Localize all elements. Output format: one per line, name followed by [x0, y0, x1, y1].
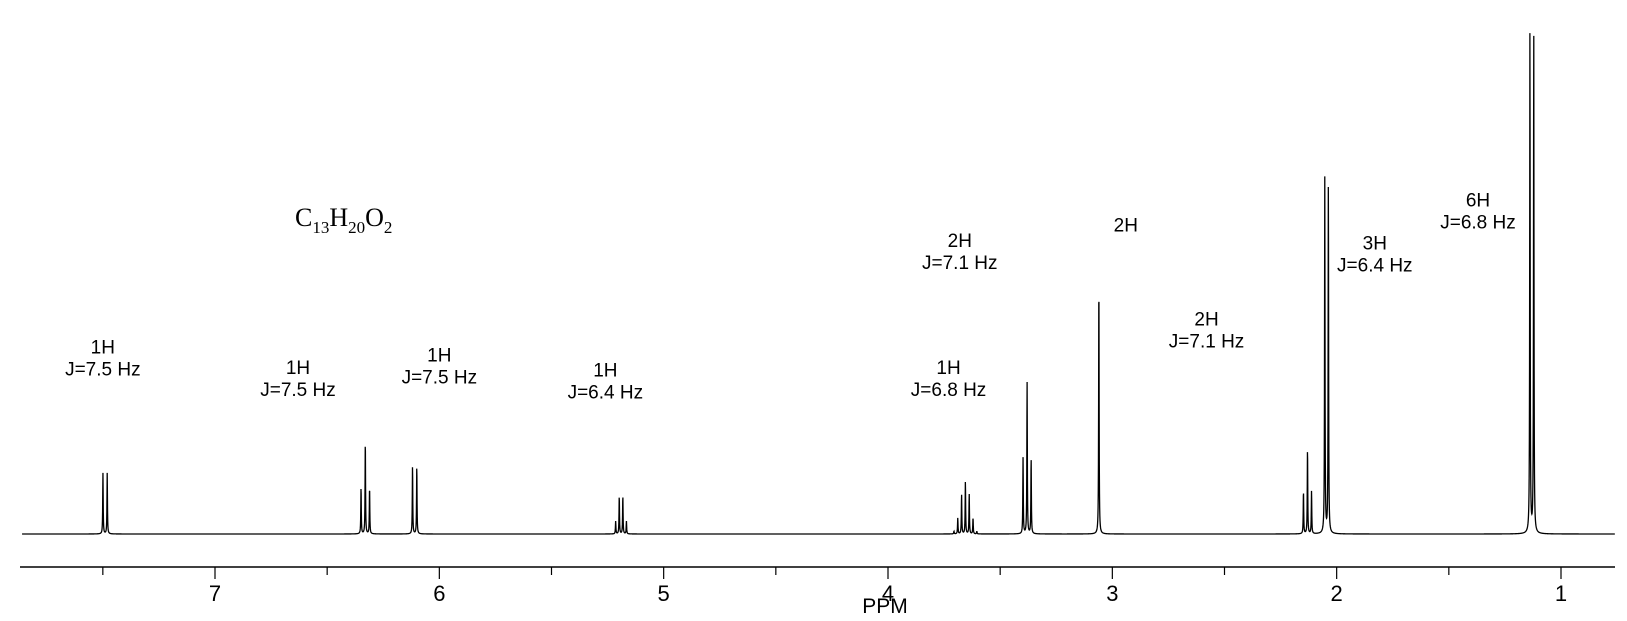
- peak-label: 2H: [1114, 216, 1138, 237]
- peak-integration: 1H: [427, 345, 451, 366]
- x-axis-ticks: [102, 567, 1562, 579]
- peak-label: 6HJ=6.8 Hz: [1440, 190, 1516, 233]
- peak-integration: 1H: [936, 358, 960, 379]
- spectrum-trace: [22, 33, 1615, 535]
- x-tick-label: 6: [433, 581, 445, 606]
- peak-label: 1HJ=7.5 Hz: [65, 338, 141, 381]
- peak-integration: 2H: [1114, 216, 1138, 237]
- peak-coupling: J=7.1 Hz: [922, 253, 998, 274]
- peak-coupling: J=6.8 Hz: [1440, 212, 1516, 233]
- x-tick-label: 3: [1106, 581, 1118, 606]
- peak-integration: 6H: [1466, 190, 1490, 211]
- peak-integration: 1H: [91, 338, 115, 359]
- x-tick-label: 5: [658, 581, 670, 606]
- peak-coupling: J=6.4 Hz: [1337, 256, 1413, 277]
- x-tick-label: 7: [209, 581, 221, 606]
- peak-label: 1HJ=6.8 Hz: [911, 358, 987, 401]
- peak-coupling: J=7.5 Hz: [65, 360, 141, 381]
- molecular-formula: C13H20O2: [295, 203, 392, 237]
- peak-integration: 1H: [286, 358, 310, 379]
- peak-label: 3HJ=6.4 Hz: [1337, 234, 1413, 277]
- peak-coupling: J=7.1 Hz: [1169, 332, 1245, 353]
- peak-label: 1HJ=6.4 Hz: [568, 361, 644, 404]
- peak-label: 1HJ=7.5 Hz: [260, 358, 336, 401]
- x-axis-title: PPM: [862, 595, 908, 618]
- peak-integration: 2H: [948, 231, 972, 252]
- x-tick-label: 2: [1331, 581, 1343, 606]
- peak-integration: 2H: [1194, 310, 1218, 331]
- peak-label: 2HJ=7.1 Hz: [1169, 310, 1245, 353]
- x-axis-tick-labels: 7 6 5 4 3 2 1: [209, 581, 1567, 606]
- peak-coupling: J=7.5 Hz: [260, 380, 336, 401]
- peak-integration: 3H: [1363, 234, 1387, 255]
- peak-coupling: J=6.8 Hz: [911, 380, 987, 401]
- peak-coupling: J=7.5 Hz: [402, 367, 478, 388]
- peak-label: 1HJ=7.5 Hz: [402, 345, 478, 388]
- peak-integration: 1H: [593, 361, 617, 382]
- x-tick-label: 1: [1555, 581, 1567, 606]
- peak-coupling: J=6.4 Hz: [568, 383, 644, 404]
- x-tick-label: 4: [882, 581, 894, 606]
- peak-label: 2HJ=7.1 Hz: [922, 231, 998, 274]
